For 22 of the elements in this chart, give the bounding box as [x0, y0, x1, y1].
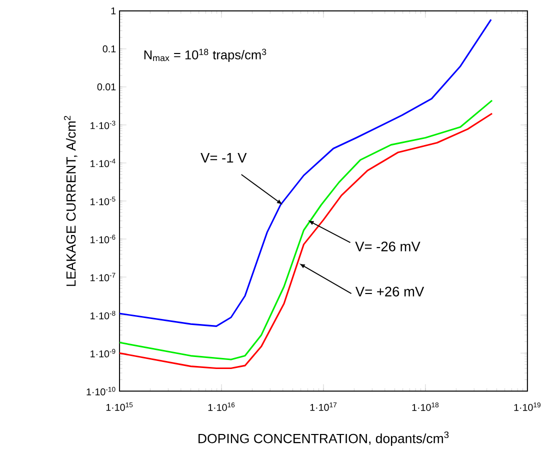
- annotation: V= -26 mV: [355, 242, 420, 252]
- y-tick-label: 1·10$^{-7}$: [90, 272, 116, 282]
- y-tick-label: 0.1: [102, 45, 116, 52]
- x-tick-label: 1·10$^{15}$: [106, 402, 133, 411]
- y-tick-label: 1: [111, 7, 116, 14]
- annotation: V= +26 mV: [355, 286, 424, 296]
- annotation: N$_{max}$ = 10$^{18}$ traps/cm$^{3}$: [144, 48, 266, 62]
- x-tick-label: 1·10$^{18}$: [412, 402, 439, 411]
- y-tick-label: 1·10$^{-9}$: [90, 348, 116, 358]
- y-tick-label: 0.01: [97, 83, 116, 90]
- x-axis-title: DOPING CONCENTRATION, dopants/cm$^{3}$: [198, 431, 449, 446]
- annotation: V= -1 V: [200, 152, 247, 162]
- y-tick-label: 1·10$^{-10}$: [86, 386, 116, 396]
- x-tick-label: 1·10$^{17}$: [310, 402, 337, 411]
- y-axis-title: LEAKAGE CURRENT, A/cm$^{2}$: [64, 116, 78, 286]
- y-tick-label: 1·10$^{-8}$: [90, 310, 116, 320]
- y-tick-label: 1·10$^{-6}$: [90, 234, 116, 244]
- y-tick-label: 1·10$^{-5}$: [90, 196, 116, 206]
- x-tick-label: 1·10$^{16}$: [208, 402, 235, 411]
- x-tick-label: 1·10$^{19}$: [514, 402, 540, 411]
- y-tick-label: 1·10$^{-4}$: [90, 158, 116, 168]
- y-tick-label: 1·10$^{-3}$: [90, 120, 116, 130]
